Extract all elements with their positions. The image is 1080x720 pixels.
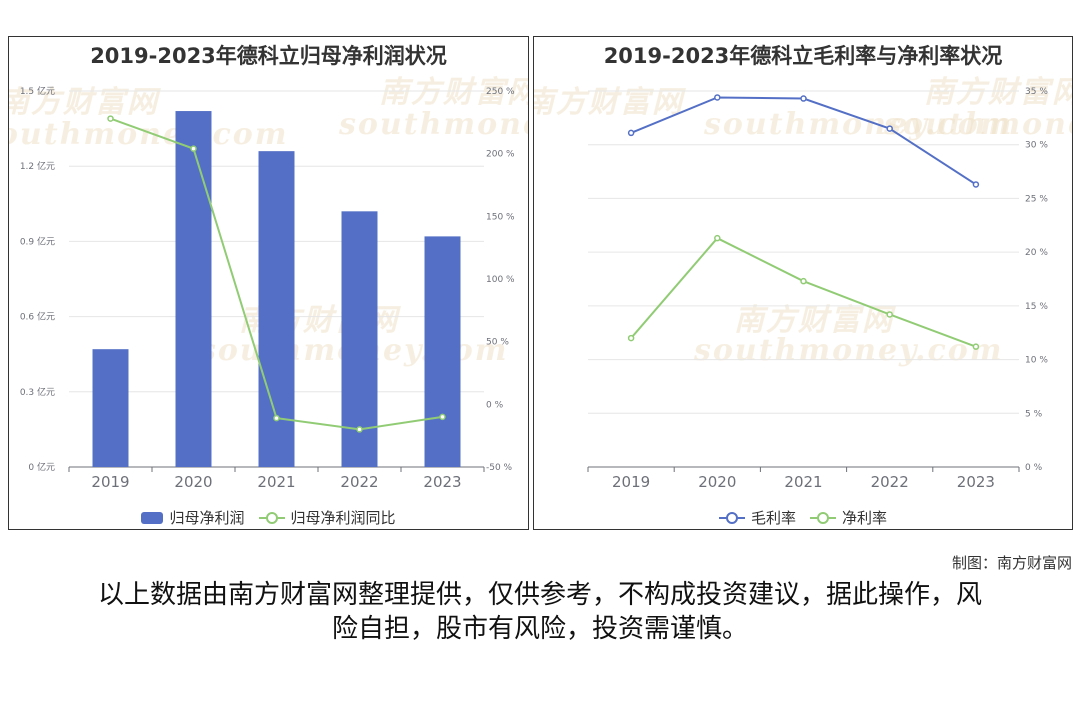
data-point <box>886 311 893 318</box>
y-tick-label-left: 0.3 亿元 <box>20 386 55 398</box>
data-point <box>886 125 893 132</box>
x-tick-label: 2021 <box>257 473 295 491</box>
x-tick-label: 2022 <box>340 473 378 491</box>
y-tick-label-right: 250 % <box>486 87 515 97</box>
y-tick-label-right: 100 % <box>486 275 515 285</box>
legend: 归母净利润 归母净利润同比 <box>9 507 528 528</box>
y-tick-label-right: 25 % <box>1025 194 1048 204</box>
legend: 毛利率 净利率 <box>534 507 1072 528</box>
y-tick-label-right: 50 % <box>486 338 509 348</box>
data-point <box>800 277 807 285</box>
data-point <box>356 426 363 433</box>
disclaimer-line: 以上数据由南方财富网整理提供，仅供参考，不构成投资建议，据此操作，风 <box>97 580 982 610</box>
y-tick-label-left: 0.6 亿元 <box>20 311 55 323</box>
data-point <box>972 181 980 188</box>
bar <box>175 111 212 467</box>
x-tick-label: 2019 <box>612 473 650 491</box>
data-point <box>190 145 197 152</box>
data-point <box>714 234 721 242</box>
margin-chart: 0 % 5 % 10 % 15 % 20 % 25 % 30 % 35 % 2019 2020 20… <box>587 87 1048 491</box>
legend-line-swatch <box>258 511 285 525</box>
series-line <box>630 96 977 186</box>
data-point <box>439 413 446 421</box>
data-point <box>972 343 980 350</box>
bar <box>424 236 461 467</box>
x-tick-label: 2023 <box>423 473 461 491</box>
data-point <box>714 94 721 101</box>
data-point <box>627 334 635 342</box>
x-tick-label: 2022 <box>871 473 909 491</box>
y-tick-label-right: 10 % <box>1025 356 1048 366</box>
legend-label: 归母净利润同比 <box>290 509 396 527</box>
y-tick-label-right: 30 % <box>1025 141 1048 151</box>
legend-label: 归母净利润 <box>169 509 245 527</box>
disclaimer: 以上数据由南方财富网整理提供，仅供参考，不构成投资建议，据此操作，风 险自担，股… <box>60 578 1020 646</box>
y-tick-label-right: 150 % <box>486 212 515 222</box>
y-tick-label-right: 20 % <box>1025 248 1048 258</box>
y-tick-label-left: 0 亿元 <box>28 461 55 473</box>
y-tick-label-right: 200 % <box>486 150 515 160</box>
net-profit-chart: 0 亿元 0.3 亿元 0.6 亿元 0.9 亿元 1.2 亿元 1.5 亿元 -50 % 0… <box>20 85 515 491</box>
x-tick-label: 2023 <box>957 473 995 491</box>
legend-label: 净利率 <box>842 509 888 527</box>
series-line <box>630 236 977 348</box>
x-tick-label: 2019 <box>91 473 129 491</box>
bar <box>341 211 378 467</box>
y-tick-label-left: 1.5 亿元 <box>20 85 55 97</box>
chart-title: 2019-2023年德科立毛利率与净利率状况 <box>603 44 1003 68</box>
y-tick-label-right: 0 % <box>1025 463 1043 473</box>
legend-item-net-margin[interactable]: 净利率 <box>810 507 887 528</box>
margin-chart-panel: 南方财富网 southmoney.com 南方财富网 southmoney.co… <box>533 36 1073 530</box>
data-point <box>273 414 280 422</box>
data-point <box>107 115 114 122</box>
net-profit-chart-panel: 南方财富网 southmoney.com 南方财富网 southmoney.co… <box>8 36 529 530</box>
y-tick-label-right: 35 % <box>1025 87 1048 97</box>
bar <box>92 349 129 467</box>
y-tick-label-right: -50 % <box>486 463 513 473</box>
y-tick-label-right: 5 % <box>1025 409 1043 419</box>
y-tick-label-left: 0.9 亿元 <box>20 235 55 247</box>
legend-item-net-profit[interactable]: 归母净利润 <box>141 507 245 528</box>
x-tick-label: 2021 <box>784 473 822 491</box>
chart-title: 2019-2023年德科立归母净利润状况 <box>90 44 447 68</box>
bar <box>258 151 295 467</box>
data-point <box>627 129 635 137</box>
y-tick-label-left: 1.2 亿元 <box>20 160 55 172</box>
x-tick-label: 2020 <box>698 473 736 491</box>
y-tick-label-right: 0 % <box>486 400 504 410</box>
legend-line-swatch <box>718 511 745 525</box>
legend-line-swatch <box>810 511 836 525</box>
y-tick-label-right: 15 % <box>1025 302 1048 312</box>
data-point <box>800 95 807 102</box>
x-tick-label: 2020 <box>174 473 212 491</box>
legend-item-net-profit-yoy[interactable]: 归母净利润同比 <box>258 507 396 528</box>
legend-item-gross-margin[interactable]: 毛利率 <box>718 507 796 528</box>
legend-bar-swatch <box>141 511 164 524</box>
disclaimer-line: 险自担，股市有风险，投资需谨慎。 <box>331 614 748 644</box>
chart-credit: 制图：南方财富网 <box>951 554 1072 572</box>
legend-label: 毛利率 <box>750 509 796 527</box>
